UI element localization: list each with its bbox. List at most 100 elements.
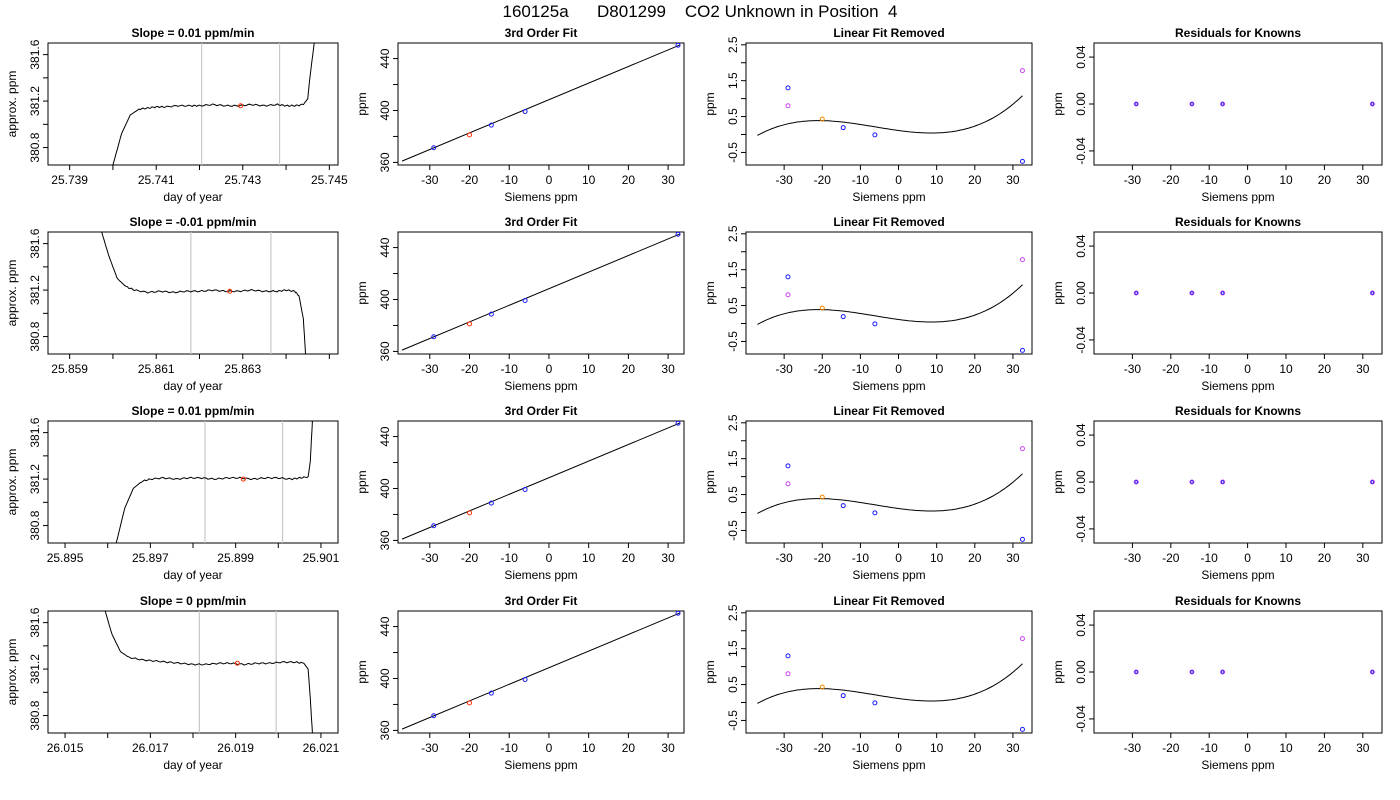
known-point [431,523,437,529]
x-axis-label: Siemens ppm [852,758,925,772]
y-tick-label: -0.5 [726,710,740,731]
known-point [1369,479,1375,485]
known-point-inner [1220,670,1225,674]
highlight-point [819,305,825,311]
x-tick-label: -20 [1162,173,1180,187]
x-tick-label: 30 [1006,551,1020,565]
x-tick-label: 30 [1006,173,1020,187]
panel-title: 3rd Order Fit [505,215,578,229]
x-tick-label: -20 [814,551,832,565]
x-tick-label: 0 [1244,362,1251,376]
known-point [522,677,528,683]
panel-r2c1: Slope = -0.01 ppm/min 25.859 25.861 25.863 3… [5,215,339,393]
x-tick-label: -30 [1124,551,1142,565]
page-title: 160125a D801299 CO2 Unknown in Position … [502,2,898,21]
x-tick-label: 0 [1244,173,1251,187]
x-tick-label: 30 [1006,362,1020,376]
unknown-point [785,671,791,677]
x-tick-label: -30 [1124,173,1142,187]
known-point [1189,669,1195,675]
y-tick-label: 381.2 [28,654,42,684]
x-tick-label: -30 [421,551,439,565]
y-tick-label: 400 [378,668,392,688]
x-tick-label: 20 [1318,173,1332,187]
highlight-point [467,700,472,706]
known-point [522,298,528,304]
y-tick-label: 360 [378,152,392,172]
panel-title: Linear Fit Removed [833,594,944,608]
y-tick-label: 0.00 [1074,470,1088,494]
y-axis-label: approx. ppm [5,449,19,516]
known-point [1369,669,1375,675]
x-tick-label: -20 [461,362,479,376]
y-tick-label: 381.2 [28,464,42,494]
y-tick-label: 440 [378,426,392,446]
y-axis-label: ppm [1051,281,1065,304]
x-tick-label: 20 [968,741,982,755]
x-tick-label: -10 [1201,551,1219,565]
y-tick-label: 440 [378,48,392,68]
x-tick-label: 30 [1356,741,1370,755]
x-tick-label: -30 [775,173,793,187]
y-tick-label: 360 [378,720,392,740]
y-tick-label: 440 [378,616,392,636]
y-axis-label: ppm [1051,92,1065,115]
x-tick-label: 20 [1318,362,1332,376]
y-tick-label: -0.5 [726,331,740,352]
x-tick-label: 10 [582,741,596,755]
panel-r3c4: Residuals for Knowns -30 -20 -10 0 10 20 30 -0.0… [1051,404,1383,582]
highlight-point [467,510,472,516]
panel-title: 3rd Order Fit [505,404,578,418]
y-tick-label: 381.6 [28,607,42,637]
known-point [1220,101,1226,107]
x-tick-label: 20 [968,362,982,376]
panel-title: Residuals for Knowns [1175,215,1301,229]
x-tick-label: 20 [1318,551,1332,565]
known-point [785,85,791,91]
y-tick-label: 0.00 [1074,92,1088,116]
cubic-fit-curve [757,95,1023,136]
y-tick-label: 381.6 [28,39,42,69]
x-tick-label: 25.895 [47,551,84,565]
x-tick-label: -20 [1162,362,1180,376]
x-axis-label: Siemens ppm [1201,758,1274,772]
panel-r3c3: Linear Fit Removed -30 -20 -10 0 10 20 30 -0.5 0.… [703,404,1033,582]
known-point [872,700,878,706]
plot-data [757,446,1025,542]
panel-r1c3: Linear Fit Removed -30 -20 -10 0 10 20 30 -0.5 0.… [703,26,1033,204]
known-point [872,132,878,138]
known-point-inner [1190,480,1194,484]
plot-data [401,43,681,162]
y-tick-label: 380.8 [28,132,42,162]
known-point-inner [1190,102,1194,106]
plot-frame [47,610,339,734]
x-tick-label: 0 [546,551,553,565]
x-tick-label: 20 [622,551,636,565]
y-tick-label: -0.04 [1074,137,1088,165]
x-axis-label: day of year [163,568,222,582]
y-tick-label: -0.5 [726,520,740,541]
panel-r4c4: Residuals for Knowns -30 -20 -10 0 10 20 30 -0.0… [1051,594,1383,772]
unknown-point [1019,257,1025,263]
fit-line [401,233,681,351]
known-point [1220,290,1226,296]
known-point-inner [1220,480,1225,484]
panel-r4c3: Linear Fit Removed -30 -20 -10 0 10 20 30 -0.5 0.… [703,594,1033,772]
panel-r3c1: Slope = 0.01 ppm/min 25.895 25.897 25.899 25… [5,404,340,582]
y-tick-label: -0.04 [1074,515,1088,543]
x-tick-label: -10 [852,362,870,376]
unknown-point [1019,68,1025,74]
x-tick-label: 0 [546,362,553,376]
known-point [431,334,437,340]
panel-title: 3rd Order Fit [505,594,578,608]
x-tick-label: -20 [814,741,832,755]
x-axis-label: Siemens ppm [852,568,925,582]
x-axis-label: Siemens ppm [1201,379,1274,393]
y-tick-label: 2.5 [726,414,740,431]
x-tick-label: -30 [421,362,439,376]
y-tick-label: 400 [378,100,392,120]
y-tick-label: 360 [378,341,392,361]
x-tick-label: -10 [852,551,870,565]
y-axis-label: approx. ppm [5,71,19,138]
plot-data [1133,290,1375,296]
